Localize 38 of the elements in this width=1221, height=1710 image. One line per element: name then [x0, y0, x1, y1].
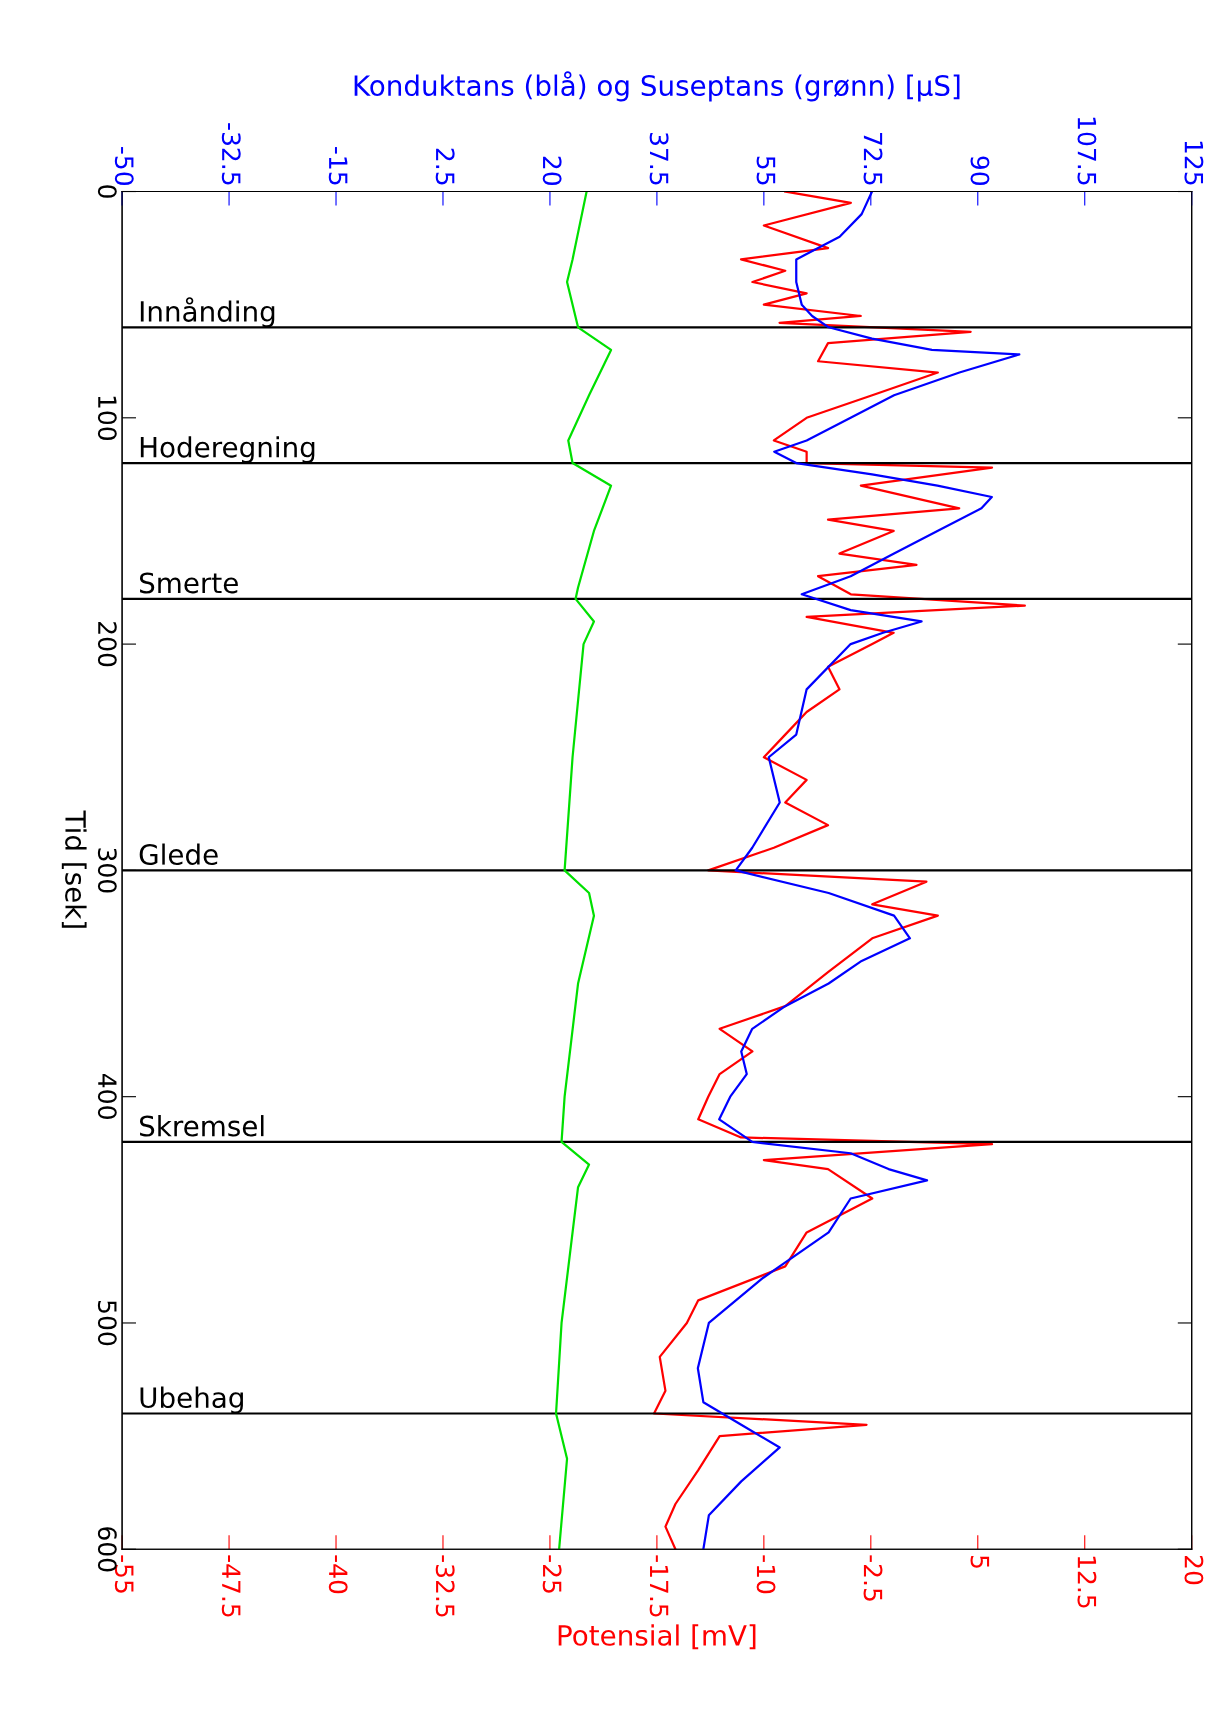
- x2-tick-label: 90: [970, 156, 990, 185]
- y-tick-label: 0: [97, 185, 117, 198]
- x-tick-label: -47.5: [221, 1555, 241, 1617]
- x2-tick-label: 37.5: [649, 132, 669, 185]
- x-tick-label: 5: [970, 1556, 990, 1568]
- y-tick-label: 600: [97, 1527, 117, 1572]
- x2-axis-title: Konduktans (blå) og Suseptans (grønn) [μS]: [354, 71, 960, 102]
- x-axis-title: Potensial [mV]: [558, 1624, 756, 1650]
- x-tick-label: -55: [114, 1555, 134, 1593]
- x2-tick-label: 2.5: [435, 148, 455, 185]
- y-axis-title: Tid [sek]: [61, 810, 87, 928]
- y-tick-label: 200: [97, 622, 117, 667]
- y-tick-label: 300: [97, 848, 117, 893]
- ref-line-label: Smerte: [139, 572, 238, 594]
- x2-tick-label: -15: [328, 147, 348, 185]
- y-tick-label: 500: [97, 1301, 117, 1346]
- x2-tick-label: 20: [542, 156, 562, 185]
- x2-tick-label: -32.5: [221, 123, 241, 185]
- ref-line-label: Hoderegning: [140, 436, 315, 464]
- x-tick-label: 20: [1184, 1555, 1204, 1585]
- x-tick-label: -25: [542, 1555, 562, 1593]
- ref-line-label: Glede: [139, 843, 218, 866]
- x-tick-label: -32.5: [435, 1555, 455, 1617]
- x-tick-label: -40: [328, 1555, 348, 1594]
- x-tick-label: 12.5: [1077, 1556, 1097, 1608]
- ref-line-label: Skremsel: [139, 1115, 264, 1137]
- x2-tick-label: 55: [756, 156, 776, 185]
- y-tick-label: 100: [97, 396, 117, 441]
- x2-tick-label: -50: [114, 147, 134, 185]
- x2-tick-label: 125: [1184, 141, 1204, 185]
- x-tick-label: -17.5: [649, 1555, 669, 1617]
- ref-line-label: Innånding: [140, 297, 275, 328]
- ref-line-label: Ubehag: [140, 1386, 243, 1414]
- x-tick-label: -2.5: [863, 1555, 883, 1601]
- y-tick-label: 400: [97, 1074, 117, 1119]
- x2-tick-label: 107.5: [1077, 117, 1097, 185]
- x2-tick-label: 72.5: [863, 133, 883, 185]
- x-tick-label: -10: [756, 1555, 776, 1594]
